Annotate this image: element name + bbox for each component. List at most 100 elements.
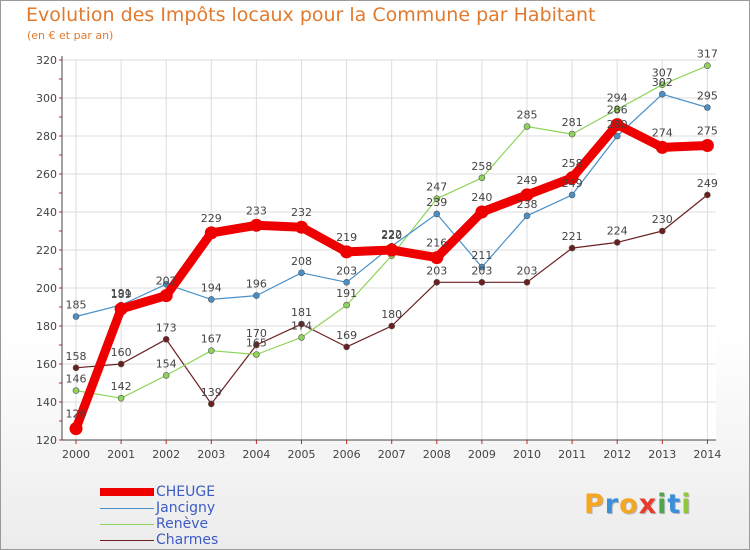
data-point-cheuge bbox=[430, 251, 444, 265]
data-label-charmes: 170 bbox=[246, 327, 267, 340]
data-point-charmes bbox=[208, 400, 215, 408]
data-point-charmes bbox=[658, 227, 666, 235]
y-tick-label: 220 bbox=[36, 244, 57, 257]
data-label-reneve: 142 bbox=[111, 380, 132, 393]
y-tick-label: 280 bbox=[36, 130, 57, 143]
data-point-reneve bbox=[72, 387, 80, 394]
legend-label-charmes: Charmes bbox=[156, 532, 219, 548]
data-point-jancigny bbox=[343, 278, 350, 286]
data-point-reneve bbox=[658, 81, 666, 88]
logo-letter: o bbox=[619, 489, 639, 520]
chart-title: Evolution des Impôts locaux pour la Comm… bbox=[26, 4, 596, 26]
data-point-cheuge bbox=[520, 188, 534, 202]
data-label-jancigny: 239 bbox=[426, 196, 447, 209]
data-point-reneve bbox=[523, 123, 531, 130]
data-label-jancigny: 302 bbox=[652, 76, 673, 89]
data-label-cheuge: 189 bbox=[111, 288, 132, 301]
data-label-jancigny: 185 bbox=[66, 299, 87, 312]
data-label-reneve: 154 bbox=[156, 357, 177, 370]
data-label-cheuge: 232 bbox=[291, 206, 312, 219]
data-label-reneve: 247 bbox=[426, 181, 447, 194]
data-label-reneve: 285 bbox=[517, 109, 538, 122]
data-label-charmes: 158 bbox=[66, 350, 87, 363]
data-label-reneve: 307 bbox=[652, 67, 673, 80]
data-label-charmes: 173 bbox=[156, 321, 177, 334]
logo-letter: i bbox=[657, 489, 668, 520]
x-tick-label: 2010 bbox=[513, 448, 541, 461]
data-label-cheuge: 216 bbox=[426, 237, 447, 250]
data-point-jancigny bbox=[568, 191, 576, 199]
data-point-cheuge bbox=[565, 171, 579, 185]
data-label-charmes: 221 bbox=[562, 230, 583, 243]
data-label-cheuge: 274 bbox=[652, 126, 673, 139]
x-tick-label: 2003 bbox=[197, 448, 225, 461]
data-label-cheuge: 275 bbox=[697, 125, 718, 138]
data-point-cheuge bbox=[69, 422, 83, 436]
legend-item-jancigny: Jancigny bbox=[100, 500, 260, 516]
y-tick-label: 260 bbox=[36, 168, 57, 181]
legend: CHEUGE Jancigny Renève Charmes bbox=[100, 484, 260, 548]
data-point-reneve bbox=[162, 372, 170, 379]
data-label-charmes: 203 bbox=[471, 264, 492, 277]
x-tick-label: 2011 bbox=[558, 448, 586, 461]
data-point-cheuge bbox=[249, 218, 263, 232]
legend-label-reneve: Renève bbox=[156, 516, 209, 532]
data-point-jancigny bbox=[523, 212, 531, 220]
logo-letter: t bbox=[667, 489, 682, 520]
x-tick-label: 2001 bbox=[107, 448, 135, 461]
data-label-jancigny: 280 bbox=[607, 118, 628, 131]
data-label-cheuge: 220 bbox=[381, 229, 402, 242]
x-tick-label: 2000 bbox=[62, 448, 90, 461]
data-label-jancigny: 191 bbox=[111, 287, 132, 300]
chart-subtitle: (en € et par an) bbox=[27, 29, 114, 42]
data-point-cheuge bbox=[295, 220, 308, 234]
data-label-cheuge: 229 bbox=[201, 212, 222, 225]
data-point-reneve bbox=[208, 347, 215, 355]
data-point-reneve bbox=[253, 351, 260, 358]
data-label-charmes: 169 bbox=[336, 329, 357, 342]
data-point-charmes bbox=[388, 322, 396, 330]
data-label-cheuge: 126 bbox=[66, 408, 87, 421]
data-point-reneve bbox=[478, 174, 486, 182]
data-label-charmes: 181 bbox=[291, 306, 312, 319]
data-label-jancigny: 203 bbox=[336, 264, 357, 277]
data-point-cheuge bbox=[385, 243, 399, 257]
y-tick-label: 120 bbox=[36, 434, 57, 447]
data-point-jancigny bbox=[298, 269, 305, 277]
data-point-reneve bbox=[613, 106, 621, 113]
data-point-cheuge bbox=[340, 245, 354, 259]
data-point-charmes bbox=[704, 191, 711, 199]
data-label-cheuge: 240 bbox=[471, 191, 492, 204]
data-point-charmes bbox=[117, 360, 125, 368]
y-tick-label: 200 bbox=[36, 282, 57, 295]
legend-label-jancigny: Jancigny bbox=[156, 500, 216, 516]
x-tick-label: 2014 bbox=[693, 448, 721, 461]
legend-item-cheuge: CHEUGE bbox=[100, 484, 260, 500]
data-label-jancigny: 208 bbox=[291, 255, 312, 268]
data-label-cheuge: 249 bbox=[517, 174, 538, 187]
data-point-reneve bbox=[117, 394, 125, 402]
data-point-jancigny bbox=[72, 313, 80, 320]
data-point-cheuge bbox=[655, 140, 669, 154]
data-label-reneve: 191 bbox=[336, 287, 357, 300]
data-point-cheuge bbox=[610, 118, 624, 132]
y-tick-label: 140 bbox=[36, 396, 57, 409]
data-point-jancigny bbox=[433, 210, 441, 218]
data-point-charmes bbox=[162, 335, 170, 343]
data-label-reneve: 281 bbox=[562, 116, 583, 129]
data-label-jancigny: 222 bbox=[381, 228, 402, 241]
data-label-reneve: 165 bbox=[246, 337, 267, 350]
data-point-charmes bbox=[568, 244, 576, 252]
y-tick-label: 160 bbox=[36, 358, 57, 371]
data-label-reneve: 174 bbox=[291, 319, 312, 332]
y-tick-label: 300 bbox=[36, 92, 57, 105]
data-point-jancigny bbox=[704, 104, 711, 111]
logo-letter: P bbox=[584, 489, 605, 520]
data-label-reneve: 317 bbox=[697, 48, 718, 61]
data-label-reneve: 146 bbox=[66, 373, 87, 386]
legend-swatch-reneve bbox=[100, 524, 154, 525]
data-point-cheuge bbox=[700, 139, 714, 152]
data-label-cheuge: 286 bbox=[607, 104, 628, 117]
logo-letter: r bbox=[604, 489, 620, 520]
